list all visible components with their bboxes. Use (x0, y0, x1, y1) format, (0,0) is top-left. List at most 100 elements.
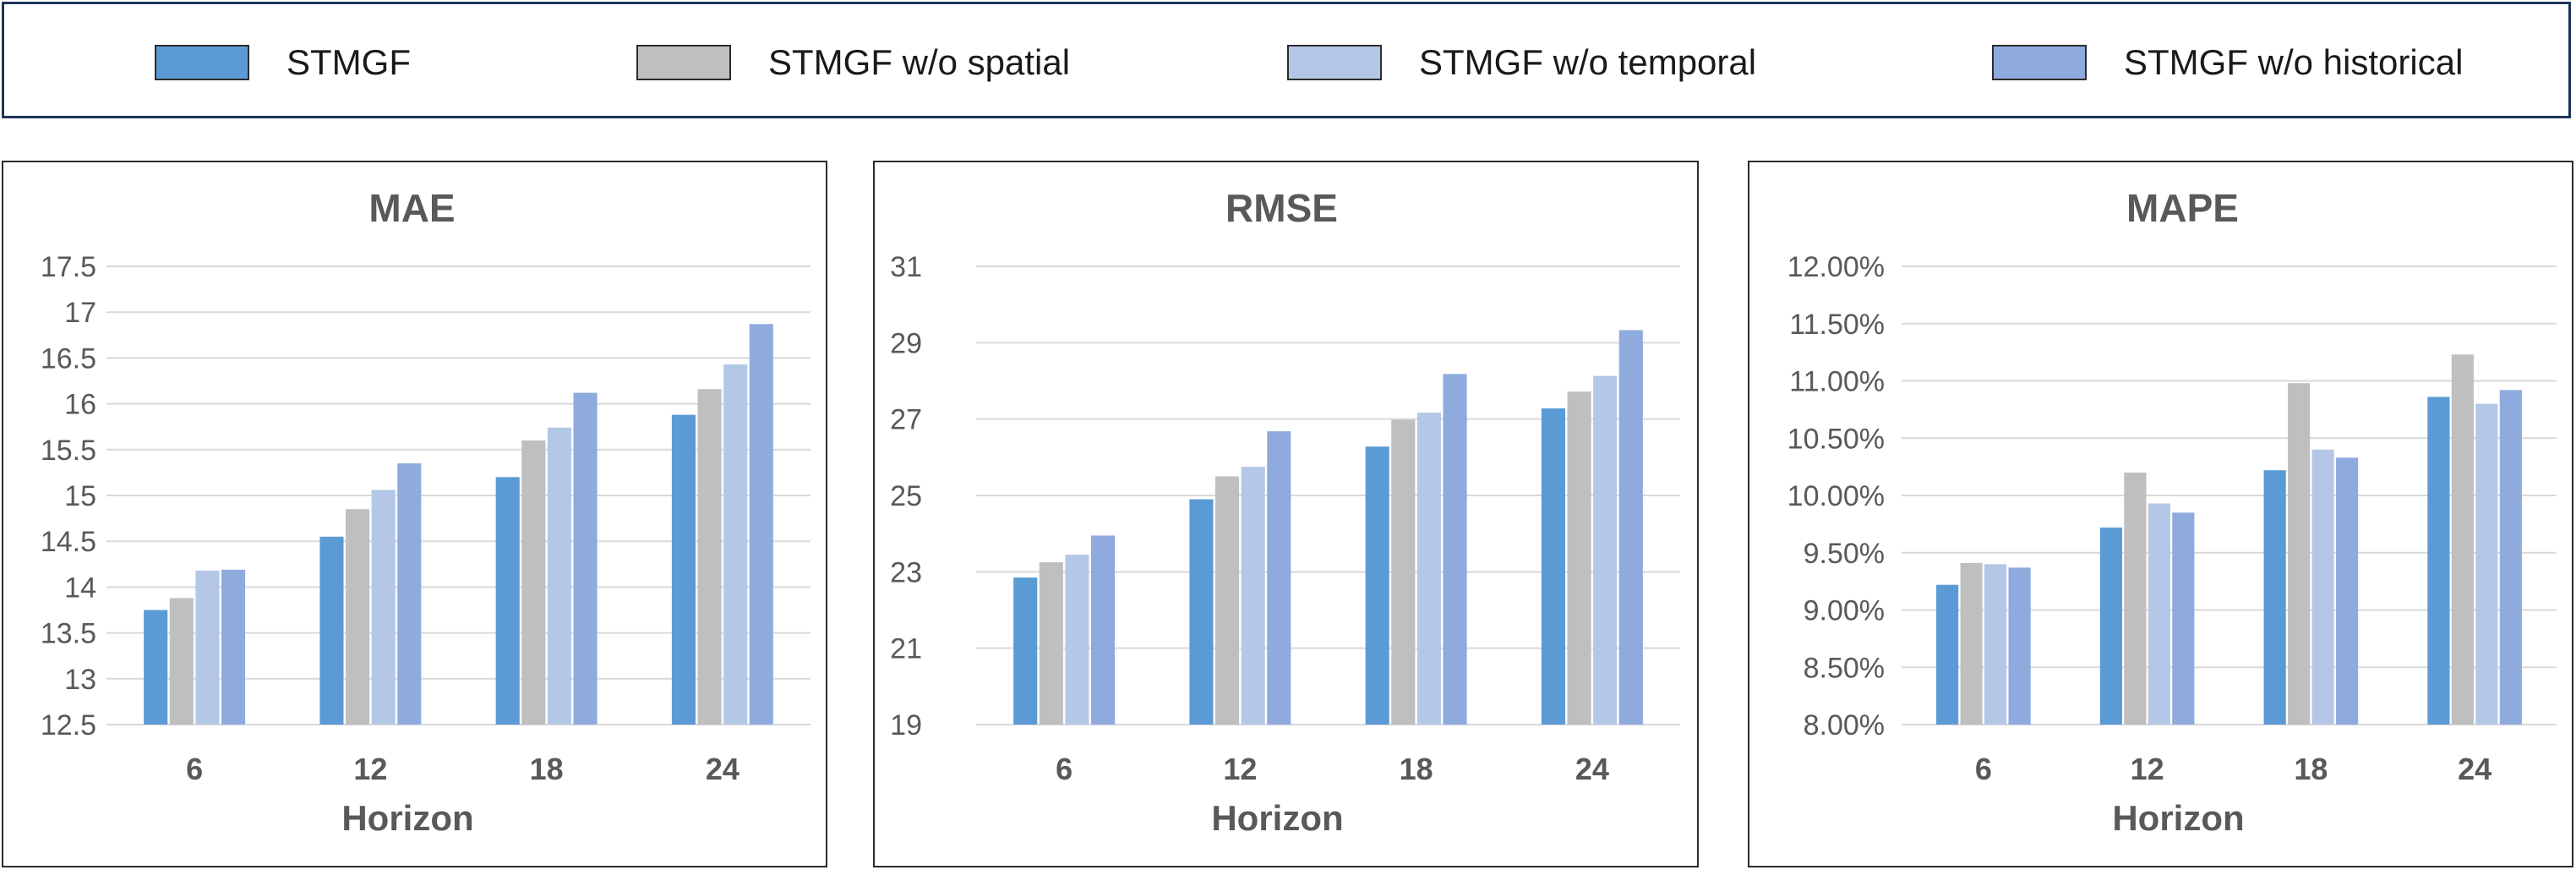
rmse-x-axis-label: Horizon (1211, 798, 1343, 838)
mape-bar-stmgf-w-o-spatial-h12 (2124, 472, 2147, 725)
mae-chart: MAE 12.5 13 13.5 14 14.5 15 15.5 16 16.5 17 17.5 6 12… (41, 186, 810, 838)
mae-x-tick-label: 24 (706, 752, 740, 786)
rmse-bar-stmgf-w-o-historical-h18 (1443, 374, 1467, 725)
mape-x-axis-label: Horizon (2112, 798, 2244, 838)
rmse-bar-stmgf-w-o-spatial-h6 (1039, 562, 1063, 725)
mae-bar-stmgf-h24 (671, 414, 696, 725)
rmse-chart-panel: RMSE 19 21 23 25 27 29 31 6 12 18 24 Horizon (873, 161, 1699, 867)
mae-chart-title: MAE (368, 186, 455, 230)
rmse-y-tick-label: 19 (890, 709, 922, 741)
mae-bar-stmgf-w-o-spatial-h18 (521, 440, 546, 725)
rmse-bar-stmgf-w-o-spatial-h18 (1391, 419, 1416, 725)
mape-bar-stmgf-w-o-historical-h24 (2499, 390, 2522, 725)
legend-item-wo-spatial: STMGF w/o spatial (636, 4, 1070, 121)
mae-bar-stmgf-h6 (144, 610, 168, 725)
mae-bar-stmgf-w-o-temporal-h18 (547, 427, 571, 725)
mae-chart-panel: MAE 12.5 13 13.5 14 14.5 15 15.5 16 16.5 17 17.5 6 12… (2, 161, 827, 867)
mape-y-tick-label: 11.50% (1789, 309, 1885, 341)
mape-bar-stmgf-w-o-historical-h18 (2336, 457, 2359, 725)
mape-bar-stmgf-w-o-spatial-h18 (2288, 383, 2311, 725)
legend-label-wo-spatial: STMGF w/o spatial (768, 42, 1071, 82)
rmse-bar-stmgf-w-o-historical-h12 (1267, 431, 1291, 725)
mape-y-tick-label: 12.00% (1787, 251, 1885, 283)
rmse-bar-stmgf-h18 (1365, 446, 1389, 725)
rmse-chart-title: RMSE (1225, 186, 1338, 230)
mape-y-tick-label: 11.00% (1789, 366, 1885, 398)
mae-y-tick-label: 14 (64, 572, 96, 604)
mape-y-tick-label: 9.50% (1804, 538, 1885, 570)
rmse-x-tick-label: 18 (1400, 752, 1433, 786)
mape-bar-stmgf-w-o-historical-h12 (2172, 512, 2195, 725)
mape-y-tick-label: 8.50% (1804, 652, 1885, 684)
rmse-bar-stmgf-w-o-spatial-h24 (1567, 391, 1591, 725)
mape-x-tick-label: 6 (1975, 752, 1992, 786)
legend-swatch-wo-temporal (1287, 45, 1382, 80)
rmse-bar-stmgf-w-o-temporal-h18 (1416, 412, 1441, 725)
mae-x-tick-label: 6 (186, 752, 203, 786)
rmse-bar-stmgf-w-o-temporal-h6 (1065, 555, 1089, 725)
legend-swatch-stmgf (155, 45, 249, 80)
rmse-bar-stmgf-w-o-temporal-h24 (1593, 375, 1618, 725)
rmse-y-tick-label: 29 (890, 327, 922, 359)
mae-bar-stmgf-w-o-historical-h6 (221, 569, 246, 725)
mae-y-tick-label: 14.5 (41, 526, 96, 558)
rmse-bar-stmgf-w-o-temporal-h12 (1241, 467, 1265, 725)
mape-bar-stmgf-w-o-temporal-h24 (2475, 403, 2498, 725)
mae-y-tick-label: 16 (64, 389, 96, 421)
legend-swatch-wo-historical (1992, 45, 2087, 80)
mae-bar-stmgf-w-o-temporal-h24 (723, 364, 748, 725)
mae-bar-stmgf-w-o-spatial-h24 (697, 389, 722, 725)
mae-y-tick-label: 17.5 (41, 251, 96, 283)
legend-item-wo-temporal: STMGF w/o temporal (1287, 4, 1756, 121)
mape-x-tick-label: 18 (2294, 752, 2328, 786)
rmse-bar-stmgf-w-o-historical-h6 (1090, 535, 1116, 725)
mae-y-tick-label: 17 (64, 297, 96, 329)
legend-item-wo-historical: STMGF w/o historical (1992, 4, 2463, 121)
rmse-bar-stmgf-w-o-spatial-h12 (1215, 476, 1240, 725)
mae-x-tick-label: 12 (353, 752, 387, 786)
mae-x-axis-label: Horizon (341, 798, 473, 838)
mape-chart-title: MAPE (2126, 186, 2239, 230)
mape-y-tick-label: 8.00% (1804, 709, 1885, 741)
mae-bar-stmgf-h18 (495, 477, 520, 725)
legend-label-stmgf: STMGF (287, 42, 411, 82)
mape-chart-panel: MAPE 8.00% 8.50% 9.00% 9.50% 10.00% 10.50% 11.0… (1748, 161, 2573, 867)
mape-bar-stmgf-w-o-spatial-h24 (2451, 354, 2474, 725)
rmse-y-tick-label: 31 (890, 251, 922, 283)
rmse-x-tick-label: 12 (1223, 752, 1257, 786)
mae-y-tick-label: 13 (64, 664, 96, 696)
rmse-bar-stmgf-h12 (1189, 499, 1214, 725)
mae-bar-stmgf-w-o-temporal-h6 (195, 570, 220, 725)
legend-label-wo-historical: STMGF w/o historical (2124, 42, 2464, 82)
mae-y-tick-label: 13.5 (41, 618, 96, 650)
mape-x-tick-label: 12 (2131, 752, 2164, 786)
rmse-bar-stmgf-w-o-historical-h24 (1618, 330, 1643, 725)
chart-legend: STMGF STMGF w/o spatial STMGF w/o tempor… (2, 2, 2571, 118)
mae-y-tick-label: 16.5 (41, 342, 96, 375)
rmse-x-tick-label: 6 (1056, 752, 1072, 786)
rmse-x-tick-label: 24 (1575, 752, 1609, 786)
mae-bar-stmgf-h12 (319, 536, 344, 725)
mape-bar-stmgf-w-o-historical-h6 (2008, 567, 2031, 725)
mae-bar-stmgf-w-o-historical-h12 (397, 463, 422, 725)
mape-bar-stmgf-h24 (2427, 397, 2450, 725)
mape-y-tick-label: 10.50% (1787, 423, 1885, 455)
mae-bar-stmgf-w-o-spatial-h12 (346, 509, 370, 725)
mape-y-tick-label: 10.00% (1787, 480, 1885, 512)
mae-bar-stmgf-w-o-temporal-h12 (371, 490, 396, 725)
mae-y-tick-label: 12.5 (41, 709, 96, 741)
mape-bar-stmgf-h12 (2099, 527, 2122, 725)
mape-x-tick-label: 24 (2458, 752, 2491, 786)
mae-bar-stmgf-w-o-spatial-h6 (169, 598, 194, 725)
mape-bar-stmgf-w-o-spatial-h6 (1960, 562, 1983, 725)
mape-bar-stmgf-h18 (2263, 470, 2286, 725)
legend-item-stmgf: STMGF (155, 4, 411, 121)
mae-bar-stmgf-w-o-historical-h18 (573, 392, 598, 725)
legend-label-wo-temporal: STMGF w/o temporal (1419, 42, 1757, 82)
mape-chart: MAPE 8.00% 8.50% 9.00% 9.50% 10.00% 10.50% 11.0… (1787, 186, 2557, 838)
rmse-chart: RMSE 19 21 23 25 27 29 31 6 12 18 24 Horizon (890, 186, 1680, 838)
mae-y-tick-label: 15.5 (41, 435, 96, 467)
mape-bar-stmgf-w-o-temporal-h12 (2148, 503, 2170, 725)
rmse-bar-stmgf-h6 (1013, 577, 1038, 725)
mape-y-tick-label: 9.00% (1804, 595, 1885, 627)
